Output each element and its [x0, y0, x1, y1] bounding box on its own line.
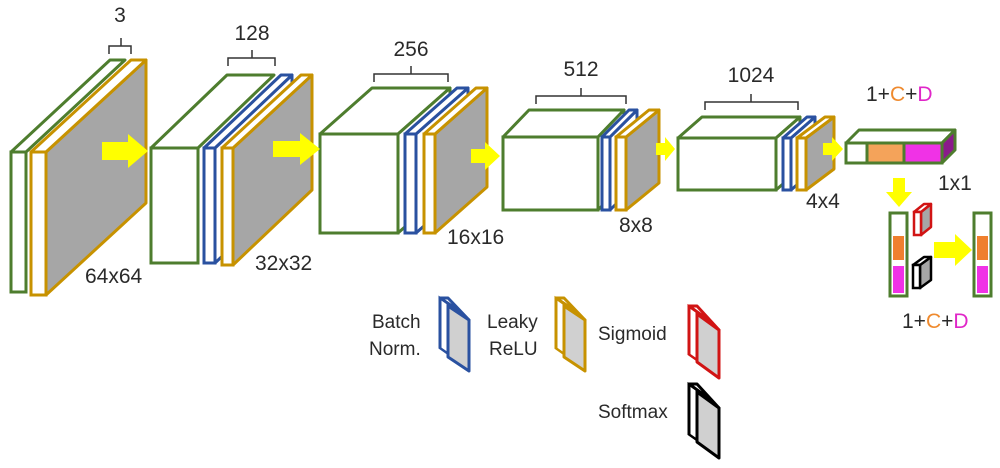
- post-activation-label: 1+C+D: [902, 310, 969, 333]
- legend-softmax-label: Softmax: [598, 402, 668, 423]
- bracket-5: [704, 94, 799, 110]
- post-processing: 1+C+D: [888, 202, 993, 333]
- legend-batchnorm-swatch-top: [438, 296, 471, 322]
- legend-batchnorm-label-1: Batch: [372, 312, 421, 333]
- output-domain-cells: [902, 141, 944, 165]
- block-2: 128 32x32: [149, 22, 314, 275]
- relu-slab-2-front: [220, 146, 235, 267]
- sigmoid-op-front: [912, 210, 923, 237]
- arrow-down: [886, 178, 912, 207]
- legend-leakyrelu-label-1: Leaky: [487, 312, 538, 333]
- arrows: [102, 133, 972, 266]
- softmax-op-front: [911, 263, 922, 290]
- output-class-cells: [865, 141, 906, 165]
- channels-label-2: 128: [234, 22, 269, 45]
- channels-label-4: 512: [563, 58, 598, 81]
- post-activation-domain-cell: [977, 266, 988, 293]
- arrow-2-3: [273, 133, 320, 165]
- size-label-4: 8x8: [619, 214, 653, 237]
- legend-batchnorm-swatch-front: [438, 295, 450, 357]
- pre-activation-domain-cell: [893, 266, 904, 293]
- post-activation-class-cell: [977, 236, 988, 260]
- bracket-4: [535, 88, 627, 104]
- conv-box-5-front: [676, 136, 778, 192]
- legend-softmax-swatch-front: [687, 381, 699, 443]
- legend-batchnorm-label-2: Norm.: [369, 339, 421, 360]
- legend: Batch Norm. Leaky ReLU Sigmoid Softmax: [369, 295, 721, 460]
- post-activation-real-cell: [977, 216, 988, 230]
- bn-slab-2-front: [202, 146, 217, 265]
- bracket-1: [108, 38, 132, 54]
- block-5: 1024 4x4: [676, 64, 840, 213]
- relu-slab-1-front: [29, 150, 48, 297]
- bracket-3: [373, 66, 449, 82]
- relu-slab-3-front: [422, 132, 437, 235]
- bn-slab-4-front: [600, 135, 612, 212]
- size-label-2: 32x32: [255, 252, 312, 275]
- legend-sigmoid-label: Sigmoid: [598, 324, 667, 345]
- legend-leakyrelu-label-2: ReLU: [489, 339, 538, 360]
- legend-sigmoid-swatch-side: [695, 312, 721, 380]
- output-vector: 1+C+D 1x1: [844, 83, 972, 195]
- output-top: [844, 128, 957, 145]
- block-4: 512 8x8: [501, 58, 661, 237]
- channels-label-3: 256: [393, 38, 428, 61]
- arrow-1-2: [102, 134, 148, 168]
- size-label-1: 64x64: [85, 265, 143, 288]
- conv-box-3-front: [318, 132, 400, 235]
- legend-sigmoid-swatch-front: [687, 303, 699, 363]
- arrow-3-4: [471, 142, 500, 170]
- size-label-5: 4x4: [806, 190, 840, 213]
- output-top-label: 1+C+D: [866, 83, 933, 106]
- block-1: 3 64x64: [9, 4, 148, 297]
- legend-softmax-swatch-top: [687, 382, 721, 410]
- arrow-right: [934, 234, 972, 266]
- conv-slab-1-front: [9, 150, 28, 294]
- pre-activation-class-cell: [893, 236, 904, 260]
- channels-label-1: 3: [114, 4, 126, 27]
- output-real-fake-cell: [844, 141, 869, 165]
- block-3: 256 16x16: [318, 38, 504, 249]
- conv-box-2-front: [149, 146, 200, 265]
- arrow-5-out: [823, 137, 843, 161]
- legend-sigmoid-swatch-top: [687, 304, 721, 332]
- pre-activation-real-cell: [893, 216, 904, 230]
- size-label-3: 16x16: [447, 226, 504, 249]
- legend-leakyrelu-swatch-top: [554, 296, 587, 322]
- relu-slab-5-front: [795, 136, 808, 192]
- bracket-2: [227, 50, 276, 66]
- output-size-label: 1x1: [938, 172, 972, 195]
- legend-softmax-swatch-side: [695, 390, 721, 460]
- legend-leakyrelu-swatch-front: [554, 295, 566, 357]
- bn-slab-5-front: [781, 136, 793, 192]
- relu-slab-4-front: [614, 135, 628, 212]
- channels-label-5: 1024: [728, 64, 775, 87]
- bn-slab-3-front: [403, 132, 418, 235]
- conv-box-4-front: [501, 135, 600, 212]
- arrow-4-5: [656, 137, 675, 161]
